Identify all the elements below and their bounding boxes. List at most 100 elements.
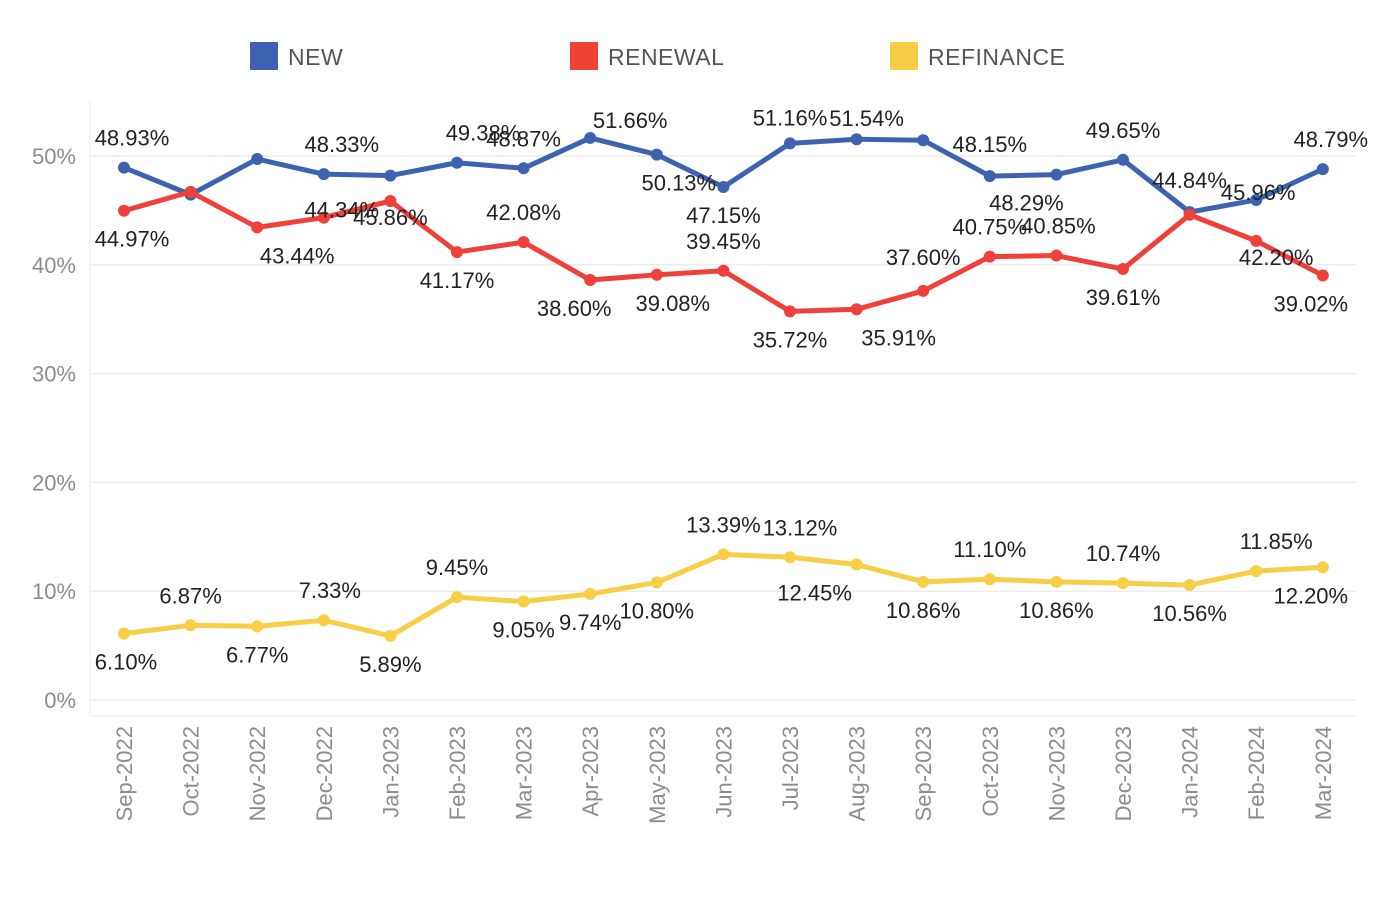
data-label: 12.20% [1273,583,1348,608]
legend: NEW RENEWAL REFINANCE [250,42,1065,70]
x-tick-label: Jul-2023 [778,726,803,810]
x-tick-label: Nov-2023 [1044,726,1069,821]
data-point [1117,263,1129,276]
series-new: 48.93% 48.33% 49.38%48.87% 51.66% 50.13% 47.1… [95,105,1368,228]
data-label: 45.86% [353,205,428,230]
data-point [1316,163,1329,176]
data-point [184,185,197,198]
data-point [650,576,663,589]
data-label: 39.02% [1273,291,1348,316]
data-point [917,575,930,588]
legend-swatch [250,42,278,70]
data-label: 35.91% [861,325,936,350]
legend-item-refinance: REFINANCE [890,42,1065,70]
data-point [317,168,330,181]
data-label: 13.39% [686,512,761,537]
data-point [1117,577,1129,590]
data-point [1050,168,1063,181]
data-point [251,620,264,633]
x-tick-label: Dec-2022 [312,726,337,821]
data-label: 47.15% [686,203,761,228]
x-tick-label: Oct-2022 [179,726,204,817]
data-label: 39.61% [1086,285,1161,310]
legend-item-new: NEW [250,42,343,70]
x-tick-label: Oct-2023 [978,726,1003,817]
data-label: 6.87% [159,583,221,608]
data-point [1117,153,1129,166]
data-point [184,619,197,632]
data-point [517,595,530,608]
data-point [584,588,597,601]
data-label: 45.96% [1221,180,1296,205]
data-point [118,204,130,217]
data-label: 12.45% [777,581,852,606]
data-point [317,614,330,627]
series-refinance: 6.10% 6.87% 6.77% 7.33% 5.89% 9.45% 9.05% 9.74%… [95,512,1348,677]
data-point [317,211,330,224]
data-label: 11.85% [1240,529,1313,554]
data-point [1050,575,1063,588]
data-label: 48.87% [486,126,561,151]
data-point [251,153,264,166]
x-tick-label: Feb-2024 [1244,726,1269,820]
data-label: 43.44% [260,243,335,268]
data-point [384,169,397,182]
x-tick-label: May-2023 [645,726,670,824]
data-point [1316,561,1329,574]
data-point [1183,579,1196,592]
data-label: 13.12% [763,515,838,540]
data-label: 10.86% [886,598,961,623]
data-point [850,303,863,316]
data-label: 9.45% [426,555,488,580]
data-label: 7.33% [299,578,361,603]
data-point [251,221,264,234]
series-renewal: 44.97% 43.44% 44.34%45.86% 41.17% 42.08% 38.6… [95,185,1348,352]
data-label: 9.74% [559,610,621,635]
data-point [717,264,730,277]
x-tick-label: Jan-2023 [378,726,403,818]
legend-swatch [570,42,598,70]
data-point [717,548,730,561]
data-label: 49.38% [446,121,521,146]
data-label: 11.10% [953,537,1026,562]
data-label: 44.97% [95,227,170,252]
data-label: 51.66% [593,108,668,133]
x-tick-label: Mar-2024 [1311,726,1336,820]
data-label: 10.86% [1019,598,1094,623]
y-axis: 0% 10% 20% 30% 40% 50% [32,144,76,713]
data-point [784,137,796,150]
data-point [917,284,930,297]
x-tick-label: Jan-2024 [1178,726,1203,818]
x-axis: Sep-2022 Oct-2022 Nov-2022 Dec-2022 Jan-2023… [112,726,1336,824]
legend-label: RENEWAL [608,44,724,70]
data-label: 10.80% [619,598,694,623]
data-label: 39.08% [635,291,710,316]
data-point [584,131,597,144]
data-point [850,133,863,146]
data-point [451,156,463,169]
data-point [517,162,530,175]
x-tick-label: Nov-2022 [245,726,270,821]
data-point [1250,234,1263,247]
data-point [451,246,463,259]
data-point [784,305,796,318]
data-label: 42.20% [1239,245,1314,270]
data-point [983,573,996,586]
x-tick-label: Feb-2023 [445,726,470,820]
data-label: 44.84% [1152,168,1227,193]
data-point [650,268,663,281]
data-point [983,170,996,183]
legend-swatch [890,42,918,70]
data-label: 40.75% [952,215,1027,240]
data-label: 49.65% [1086,118,1161,143]
data-point [517,236,530,249]
data-label: 10.56% [1152,601,1227,626]
data-label: 6.77% [226,642,288,667]
data-point [384,629,397,642]
data-point [1250,193,1263,206]
data-label: 42.08% [486,200,561,225]
data-point [1250,565,1263,578]
legend-item-renewal: RENEWAL [570,42,724,70]
